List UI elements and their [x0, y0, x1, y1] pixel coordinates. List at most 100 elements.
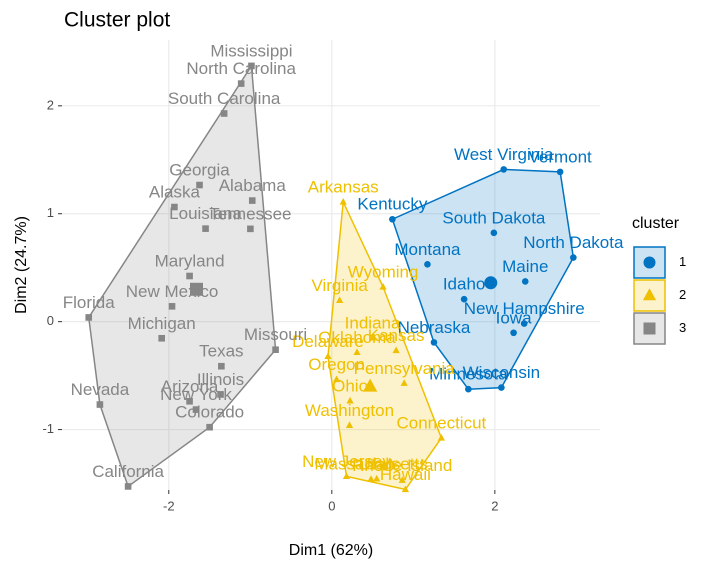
point-labels: Idaho Iowa Kentucky Maine Minnesota Montana Ne…: [63, 41, 624, 484]
point-label: Minnesota: [429, 365, 508, 384]
y-tick-label: -1: [42, 421, 54, 436]
point: [500, 166, 508, 173]
point: [217, 391, 224, 398]
point: [368, 333, 377, 341]
hulls: [87, 63, 575, 491]
point-label: Wyoming: [348, 262, 419, 281]
point: [247, 225, 254, 233]
point: [202, 225, 209, 232]
point: [521, 278, 529, 285]
point: [192, 406, 200, 413]
cluster-center: [190, 282, 203, 296]
point-label: Michigan: [128, 314, 196, 333]
x-tick-label: 2: [491, 498, 498, 513]
point-label: Tennessee: [209, 204, 291, 223]
point-label: Connecticut: [396, 413, 486, 432]
point-label: Virginia: [311, 276, 368, 295]
point-label: Kentucky: [357, 195, 427, 214]
point-label: Arkansas: [308, 177, 379, 196]
point: [332, 375, 341, 383]
point: [490, 229, 498, 237]
point-label: Delaware: [292, 332, 364, 351]
point: [168, 303, 176, 310]
point: [570, 254, 577, 261]
point: [437, 434, 446, 441]
point-label: Florida: [63, 293, 116, 312]
point: [339, 198, 347, 205]
point-label: Kansas: [368, 326, 425, 345]
point: [158, 334, 165, 342]
point-label: Mississippi: [210, 41, 292, 60]
point: [498, 384, 505, 391]
point: [96, 401, 104, 408]
point-label: North Dakota: [523, 233, 624, 252]
point-label: Missouri: [244, 325, 307, 344]
point-label: Nebraska: [398, 318, 471, 337]
point: [324, 352, 332, 360]
point: [353, 348, 361, 356]
point-label: New Hampshire: [464, 299, 585, 318]
point: [218, 362, 225, 370]
chart-title: Cluster plot: [64, 9, 170, 32]
point: [272, 346, 279, 354]
point-label: Vermont: [528, 147, 592, 166]
point-label: Idaho: [443, 275, 486, 294]
point: [196, 181, 203, 189]
point: [465, 385, 472, 393]
x-axis-title: Dim1 (62%): [289, 542, 373, 559]
point: [400, 379, 408, 386]
point: [186, 397, 193, 405]
point: [398, 476, 406, 483]
point: [248, 62, 255, 70]
point-label: Oregon: [308, 355, 365, 374]
point: [510, 329, 517, 337]
point-label: Illinois: [197, 370, 244, 389]
point-label: Maine: [502, 257, 548, 276]
point: [389, 215, 396, 223]
cluster-center: [362, 378, 378, 392]
point: [220, 110, 228, 117]
point: [171, 203, 178, 211]
point-label: Ohio: [332, 376, 368, 395]
cluster-center: [484, 276, 498, 290]
point: [379, 283, 387, 290]
cluster-hull: [391, 168, 575, 390]
point-label: Alaska: [149, 183, 201, 202]
point-label: Texas: [199, 342, 243, 361]
legend-marker: [643, 256, 656, 269]
point: [460, 295, 468, 303]
point-label: Louisiana: [169, 204, 242, 223]
point-label: South Dakota: [442, 208, 546, 227]
point: [401, 485, 410, 493]
point-label: Indiana: [345, 313, 401, 332]
point: [520, 320, 528, 327]
point: [85, 314, 93, 321]
point-label: Arizona: [161, 377, 219, 396]
point-label: Iowa: [496, 308, 532, 327]
point-label: New York: [160, 385, 232, 404]
point: [206, 423, 213, 431]
point-label: Rhode Island: [352, 456, 452, 475]
point-label: New Jersey: [302, 452, 391, 471]
y-tick-label: 1: [47, 205, 54, 220]
point-label: Nevada: [71, 380, 130, 399]
y-axis-title: Dim2 (24.7%): [13, 216, 30, 314]
point-label: Montana: [394, 240, 461, 259]
point: [392, 346, 400, 354]
point: [345, 421, 354, 428]
cluster-hull: [87, 63, 277, 488]
point-label: Oklahoma: [318, 328, 396, 347]
point-label: New Mexico: [126, 282, 219, 301]
point-label: California: [92, 462, 164, 481]
point-label: West Virginia: [454, 145, 554, 164]
point-label: Wisconsin: [463, 363, 540, 382]
x-tick-label: -2: [163, 498, 175, 513]
point-label: Washington: [305, 401, 394, 420]
point: [237, 80, 245, 87]
point: [124, 483, 132, 490]
point: [346, 396, 354, 404]
point: [336, 296, 344, 304]
point-label: Alabama: [219, 176, 287, 195]
point-label: Georgia: [169, 161, 230, 180]
